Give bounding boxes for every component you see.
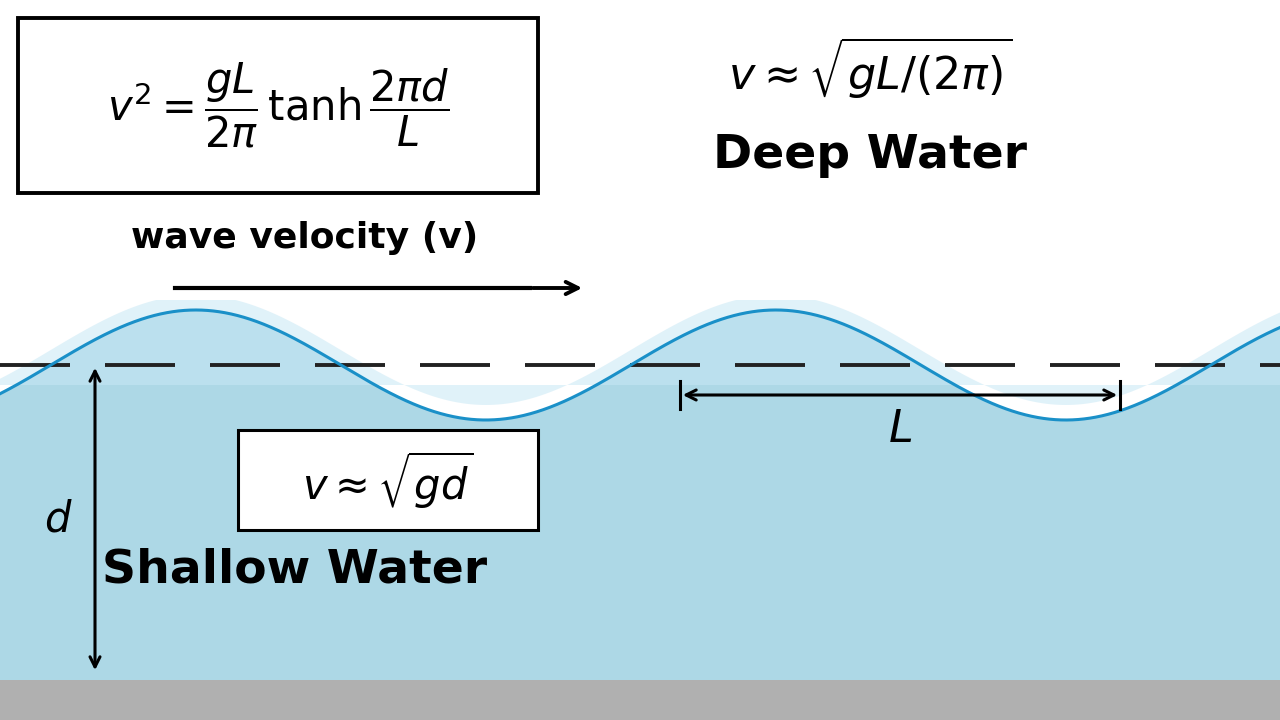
Text: wave velocity (v): wave velocity (v)	[132, 221, 479, 255]
Text: $d$: $d$	[44, 499, 72, 541]
Text: $v \approx \sqrt{gd}$: $v \approx \sqrt{gd}$	[302, 449, 474, 511]
Bar	[238, 430, 538, 530]
Polygon shape	[0, 661, 1280, 679]
Bar	[18, 18, 538, 193]
Text: $L$: $L$	[888, 408, 913, 451]
Polygon shape	[0, 300, 1280, 405]
Polygon shape	[0, 310, 1280, 680]
Text: Shallow Water: Shallow Water	[102, 547, 488, 593]
Bar	[0, 665, 1280, 720]
Text: $v \approx \sqrt{gL/(2\pi)}$: $v \approx \sqrt{gL/(2\pi)}$	[728, 35, 1012, 101]
Text: Deep Water: Deep Water	[713, 132, 1027, 178]
Text: $v^2 = \dfrac{gL}{2\pi}\,\tanh\dfrac{2\pi d}{L}$: $v^2 = \dfrac{gL}{2\pi}\,\tanh\dfrac{2\p…	[106, 61, 449, 150]
